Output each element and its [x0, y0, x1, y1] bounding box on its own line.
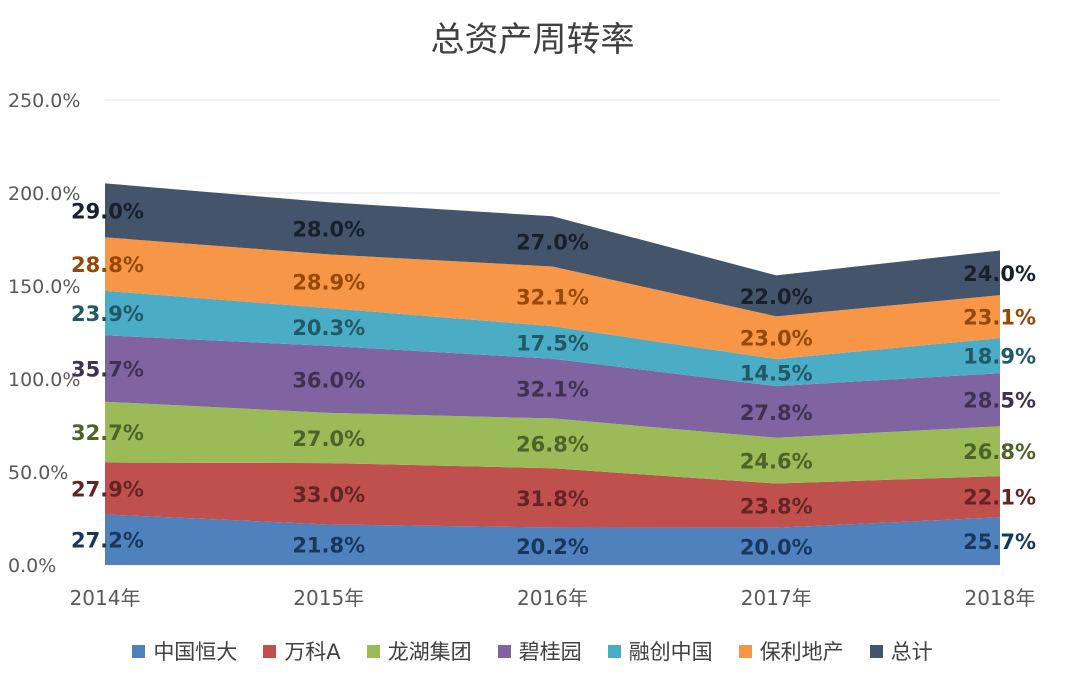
legend-item: 保利地产	[738, 636, 844, 666]
legend-swatch	[263, 644, 277, 658]
area-碧桂园	[105, 335, 1000, 438]
data-label: 18.9%	[963, 345, 1036, 369]
legend-label: 中国恒大	[153, 640, 238, 664]
legend-swatch	[497, 644, 511, 658]
data-label: 22.0%	[740, 285, 813, 309]
data-label: 14.5%	[740, 362, 813, 386]
legend-swatch	[132, 644, 146, 658]
data-label: 27.2%	[71, 529, 144, 553]
data-label: 32.1%	[516, 378, 589, 402]
legend-label: 碧桂园	[518, 640, 582, 664]
data-label: 28.8%	[71, 253, 144, 277]
y-tick-label: 250.0%	[8, 90, 80, 112]
y-tick-label: 0.0%	[8, 555, 56, 577]
data-label: 22.1%	[963, 486, 1036, 510]
chart-plot: 0.0% 50.0% 100.0% 150.0% 200.0% 250.0% 2014年 20…	[8, 90, 1036, 610]
x-tick-label: 2017年	[741, 586, 812, 610]
data-labels: 27.2% 21.8% 20.2% 20.0% 25.7% 27.9% 33.0% 31.8%…	[71, 199, 1036, 559]
y-tick-label: 100.0%	[8, 369, 80, 391]
data-label: 28.9%	[292, 270, 365, 294]
legend-label: 保利地产	[759, 640, 844, 664]
data-label: 23.1%	[963, 306, 1036, 330]
area-series	[105, 183, 1000, 565]
data-label: 36.0%	[292, 368, 365, 392]
data-label: 20.2%	[516, 535, 589, 559]
y-tick-label: 50.0%	[8, 462, 68, 484]
data-label: 21.8%	[292, 534, 365, 558]
data-label: 32.7%	[71, 421, 144, 445]
legend-swatch	[869, 644, 883, 658]
data-label: 26.8%	[516, 432, 589, 456]
legend: 中国恒大 万科A 龙湖集团 碧桂园 融创中国 保利地产 总计	[0, 636, 1065, 666]
data-label: 17.5%	[516, 331, 589, 355]
legend-label: 总计	[890, 640, 933, 664]
legend-label: 龙湖集团	[387, 640, 472, 664]
area-保利地产	[105, 237, 1000, 360]
data-label: 27.9%	[71, 477, 144, 501]
chart-title: 总资产周转率	[430, 20, 635, 60]
x-tick-label: 2015年	[293, 586, 364, 610]
data-label: 23.8%	[740, 495, 813, 519]
legend-swatch	[738, 644, 752, 658]
area-总计	[105, 183, 1000, 317]
data-label: 32.1%	[516, 285, 589, 309]
area-中国恒大	[105, 514, 1000, 565]
data-label: 28.5%	[963, 389, 1036, 413]
data-label: 25.7%	[963, 530, 1036, 554]
data-label: 23.9%	[71, 302, 144, 326]
data-label: 27.8%	[740, 401, 813, 425]
data-label: 27.0%	[516, 230, 589, 254]
legend-swatch	[366, 644, 380, 658]
legend-item: 融创中国	[607, 636, 713, 666]
legend-item: 中国恒大	[132, 636, 237, 666]
data-label: 35.7%	[71, 357, 144, 381]
area-龙湖集团	[105, 401, 1000, 484]
legend-item: 龙湖集团	[366, 636, 472, 666]
data-label: 28.0%	[292, 217, 365, 241]
data-label: 20.3%	[292, 316, 365, 340]
legend-label: 万科A	[284, 640, 341, 664]
data-label: 33.0%	[292, 483, 365, 507]
area-融创中国	[105, 290, 1000, 387]
data-label: 24.0%	[963, 262, 1036, 286]
area-万科A	[105, 462, 1000, 528]
x-tick-label: 2016年	[517, 586, 588, 610]
data-label: 26.8%	[963, 440, 1036, 464]
data-label: 29.0%	[71, 199, 144, 223]
legend-label: 融创中国	[628, 640, 713, 664]
data-label: 31.8%	[516, 487, 589, 511]
legend-item: 总计	[869, 636, 933, 666]
data-label: 24.6%	[740, 450, 813, 474]
legend-item: 万科A	[263, 636, 341, 666]
y-tick-label: 150.0%	[8, 276, 80, 298]
data-label: 27.0%	[292, 427, 365, 451]
x-tick-label: 2014年	[70, 586, 141, 610]
legend-swatch	[607, 644, 621, 658]
axis-ticks: 0.0% 50.0% 100.0% 150.0% 200.0% 250.0% 2014年 20…	[8, 90, 1035, 610]
x-tick-label: 2018年	[965, 586, 1036, 610]
legend-item: 碧桂园	[497, 636, 582, 666]
data-label: 20.0%	[740, 535, 813, 559]
data-label: 23.0%	[740, 327, 813, 351]
y-tick-label: 200.0%	[8, 183, 80, 205]
